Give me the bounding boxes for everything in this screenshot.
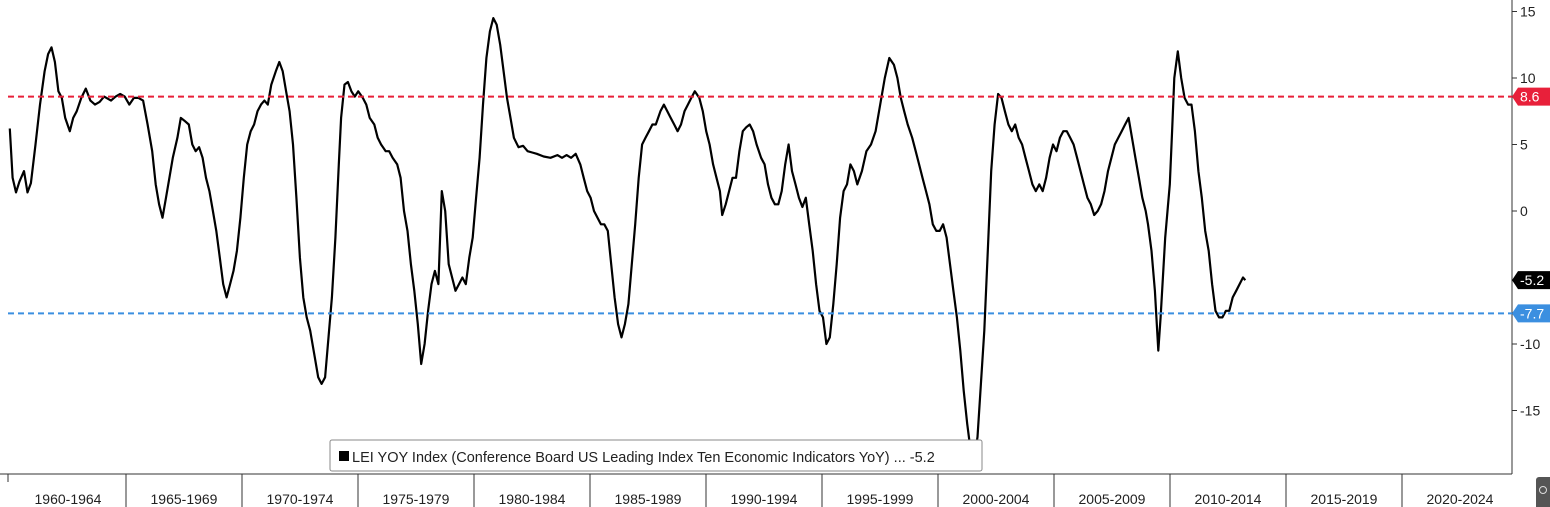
y-axis: 15 10 5 0 -10 -15 — [1511, 0, 1540, 474]
x-axis: 1960-1964 1965-1969 1970-1974 1975-1979 1980… — [0, 473, 1512, 507]
last-value-tag — [1512, 271, 1550, 290]
reference-label: -7.7 — [1520, 305, 1544, 321]
x-tick-label: 2015-2019 — [1311, 491, 1378, 507]
x-tick-label: 1980-1984 — [499, 491, 566, 507]
x-tick-label: 1965-1969 — [151, 491, 218, 507]
series-line — [8, 17, 1247, 461]
chart-options-icon[interactable] — [1536, 477, 1550, 507]
y-tick-label: 5 — [1520, 137, 1528, 153]
reference-label-tag — [1512, 87, 1550, 106]
y-tick-label: -10 — [1520, 336, 1540, 352]
legend-entry: LEI YOY Index (Conference Board US Leadi… — [352, 450, 935, 466]
legend: LEI YOY Index (Conference Board US Leadi… — [329, 439, 983, 472]
x-tick-label: 2010-2014 — [1195, 491, 1262, 507]
x-tick-label: 1990-1994 — [731, 491, 798, 507]
x-tick-label: 1970-1974 — [267, 491, 334, 507]
plot-area — [8, 17, 1247, 461]
y-tick-label: 0 — [1520, 203, 1528, 219]
x-tick-label: 2005-2009 — [1079, 491, 1146, 507]
x-tick-label: 2000-2004 — [963, 491, 1030, 507]
x-tick-label: 2020-2024 — [1427, 491, 1494, 507]
y-tick-label: -15 — [1520, 403, 1540, 419]
x-tick-label: 1960-1964 — [35, 491, 102, 507]
legend-box — [329, 439, 983, 472]
y-tick-label: 15 — [1520, 4, 1536, 20]
x-tick-label: 1995-1999 — [847, 491, 914, 507]
reference-lines: 8.6 -7.7 -5.2 — [8, 87, 1550, 323]
reference-label-tag — [1512, 304, 1550, 323]
reference-label: 8.6 — [1520, 89, 1540, 105]
x-tick-label: 1985-1989 — [615, 491, 682, 507]
legend-swatch-icon — [339, 451, 349, 461]
last-value-label: -5.2 — [1520, 272, 1544, 288]
y-tick-label: 10 — [1520, 70, 1536, 86]
x-tick-label: 1975-1979 — [383, 491, 450, 507]
